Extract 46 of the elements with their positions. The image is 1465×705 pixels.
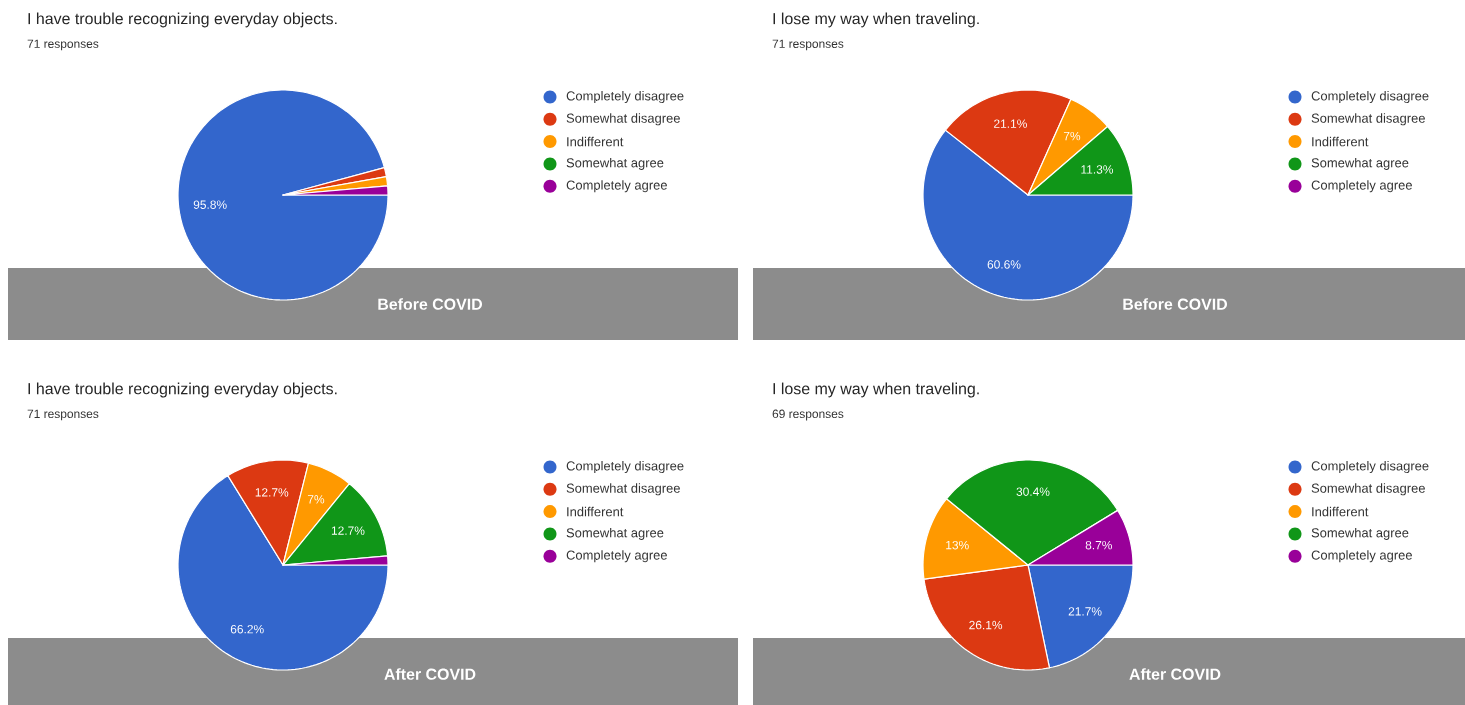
data-label: 95.8% [193,200,227,209]
legend-label: Indifferent [567,136,624,147]
legend-label: Completely disagree [1311,460,1429,474]
data-label: 66.2% [230,624,264,634]
data-label: 13% [946,540,969,550]
text: 69 responses [772,409,844,421]
legend-label: Completely agree [1311,180,1412,193]
data-label: 7% [307,495,325,504]
chart-title: I lose my way when traveling. [773,382,979,398]
legend-label: Completely agree [566,550,667,563]
data-label: 60.6% [987,260,1021,269]
legend-label: Completely agree [1311,550,1412,563]
legend-label: Completely disagree [566,90,684,104]
legend-label: Indifferent [567,506,624,517]
data-label: 21.7% [1068,607,1102,616]
text: Before COVID [1123,298,1228,310]
legend-label: Indifferent [1312,506,1369,517]
data-label: 8.7% [1085,540,1112,550]
text: 71 responses [27,409,99,421]
legend-label: Completely disagree [1311,90,1429,104]
data-label: 11.3% [1081,165,1114,174]
text: After COVID [384,668,476,680]
legend-label: Completely disagree [566,460,684,474]
text: 71 responses [772,39,844,51]
data-label: 12.7% [255,488,289,497]
legend-label: Somewhat disagree [1311,483,1425,496]
legend-label: Indifferent [1312,136,1369,147]
text: 71 responses [27,39,99,51]
data-label: 12.7% [331,526,365,535]
legend-label: Somewhat disagree [1311,113,1425,126]
legend-label: Completely agree [566,180,667,193]
data-label: 26.1% [969,620,1003,630]
legend-label: Somewhat agree [1311,157,1409,170]
legend-label: Somewhat agree [566,527,664,540]
text: Before COVID [378,298,483,310]
chart-title: I have trouble recognizing everyday objects. [28,382,337,398]
data-label: 21.1% [994,119,1027,128]
data-label: 7% [1063,131,1081,141]
legend-label: Somewhat agree [566,157,664,170]
legend-label: Somewhat disagree [566,113,680,126]
legend-label: Somewhat disagree [566,483,680,496]
legend-label: Somewhat agree [1311,527,1409,540]
text: After COVID [1129,668,1221,680]
data-label: 30.4% [1016,487,1050,496]
chart-title: I have trouble recognizing everyday objects. [28,12,337,28]
chart-title: I lose my way when traveling. [773,12,979,28]
